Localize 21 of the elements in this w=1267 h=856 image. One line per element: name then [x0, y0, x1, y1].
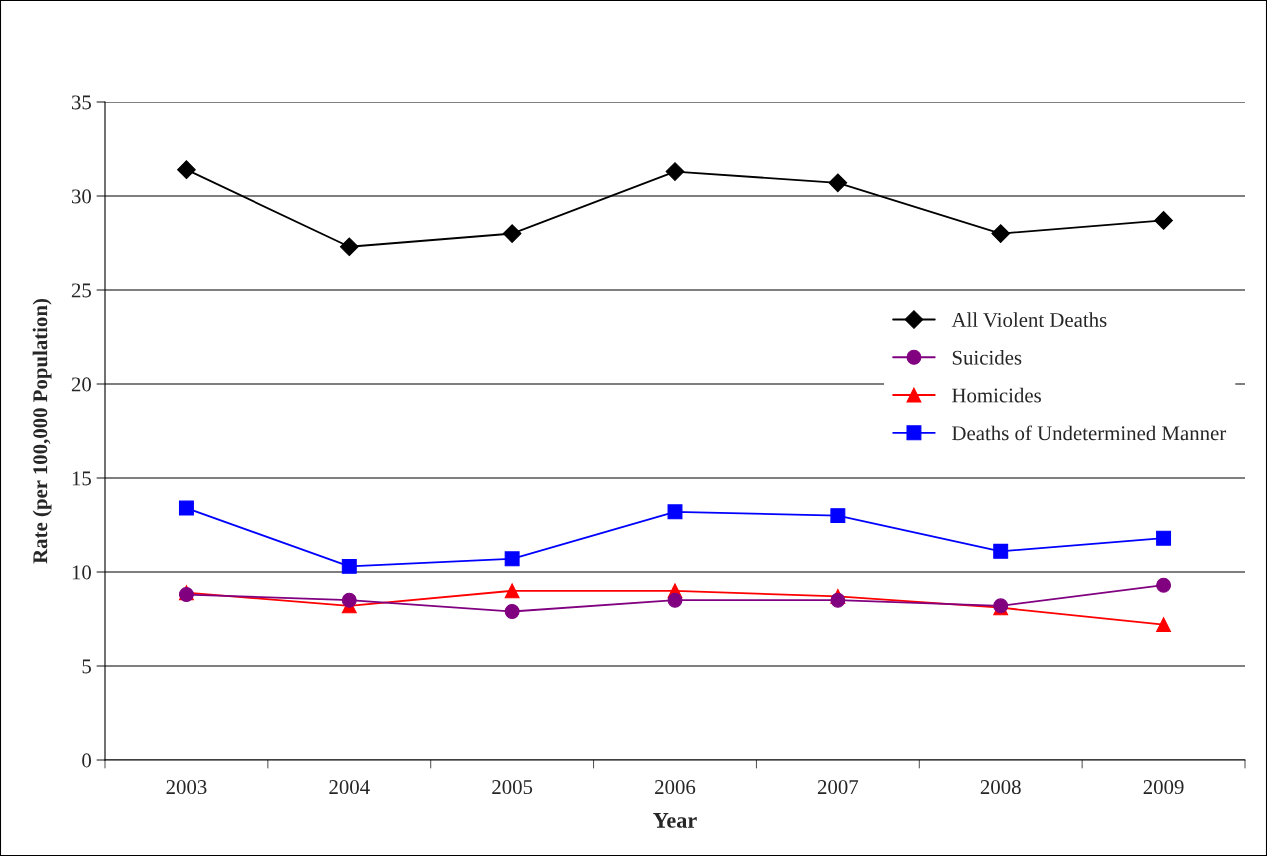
legend-label: Homicides: [952, 387, 1041, 403]
y-tick-label: 20: [71, 377, 92, 392]
y-tick-label: 15: [72, 471, 91, 486]
legend-label: Suicides: [952, 350, 1022, 365]
y-tick-label: 25: [71, 283, 91, 298]
x-tick-label: 2004: [329, 780, 370, 795]
x-tick-label: 2006: [655, 780, 696, 795]
y-tick-label: 0: [82, 753, 92, 768]
x-axis-title: Year: [653, 813, 697, 828]
y-axis-title: Rate (per 100,000 Population): [32, 299, 52, 564]
y-tick-label: 5: [82, 659, 91, 674]
legend-label: Deaths of Undetermined Manner: [952, 425, 1227, 441]
y-tick-label: 10: [72, 565, 92, 580]
y-tick-label: 35: [71, 95, 91, 110]
x-tick-label: 2008: [980, 780, 1021, 795]
x-tick-label: 2005: [492, 780, 533, 795]
x-tick-label: 2003: [166, 780, 207, 795]
x-tick-label: 2009: [1143, 780, 1184, 795]
legend-label: All Violent Deaths: [951, 312, 1107, 328]
x-tick-label: 2007: [817, 780, 859, 795]
y-tick-label: 30: [71, 189, 92, 204]
